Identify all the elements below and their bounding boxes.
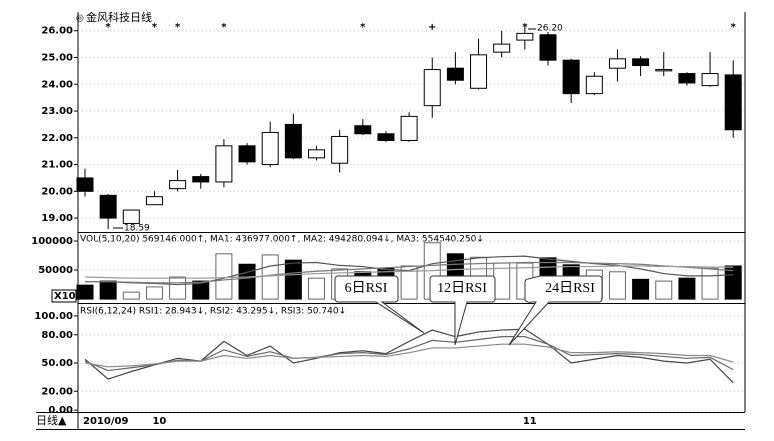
candle-body	[423, 69, 441, 107]
callout-label: 24日RSI	[545, 281, 595, 296]
y-tick-label: 50.00	[41, 358, 73, 369]
y-tick-label: 22.00	[41, 133, 73, 144]
volume-bar	[632, 278, 650, 300]
series-line	[84, 343, 734, 368]
y-tick-label: 100.00	[34, 311, 73, 322]
volume-bar	[724, 265, 742, 300]
y-tick-label: 20.00	[41, 186, 73, 197]
candle-body	[562, 59, 580, 95]
y-tick-label: 0.00	[48, 405, 73, 416]
candle-body	[76, 177, 94, 192]
panel-marker: ◎	[76, 14, 84, 24]
series-line	[84, 265, 734, 279]
top-mark: *	[360, 22, 366, 33]
volume-bar	[261, 254, 279, 300]
candle-body	[493, 43, 511, 53]
volume-bar	[192, 280, 210, 300]
y-tick-label: 19.00	[41, 213, 73, 224]
y-tick-label: 23.00	[41, 106, 73, 117]
callout-label: 12日RSI	[437, 281, 487, 296]
candle-body	[400, 115, 418, 141]
candle-body	[284, 123, 302, 159]
annotation: 18.59	[124, 224, 150, 234]
top-mark: *	[152, 22, 158, 33]
top-mark: *	[731, 22, 737, 33]
candle-body	[678, 73, 696, 84]
volume-bar	[76, 284, 94, 300]
annotation: 26.20	[537, 24, 563, 34]
y-tick-label: 100000	[31, 236, 73, 247]
frame	[36, 12, 746, 430]
candle-body	[215, 145, 233, 183]
top-mark: *	[175, 22, 181, 33]
rsi-header: RSI(6,12,24) RSI1: 28.943↓, RSI2: 43.295…	[80, 307, 346, 317]
candle-body	[632, 58, 650, 67]
volume-bar	[678, 277, 696, 300]
candle-body	[701, 73, 719, 87]
candle-body	[470, 54, 488, 89]
y-tick-label: 80.00	[41, 330, 73, 341]
candle-body	[308, 149, 325, 159]
y-tick-label: 24.00	[41, 79, 73, 90]
unit-label: X10	[54, 291, 76, 302]
volume-bar	[655, 280, 673, 300]
unit-box	[51, 289, 77, 303]
period-label: 日线▲	[36, 413, 67, 427]
candle-body	[608, 58, 626, 69]
y-tick-label: 25.00	[41, 52, 73, 63]
candle-body	[122, 209, 140, 224]
volume-header: VOL(5,10,20) 569146.000↑, MA1: 436977.00…	[80, 235, 484, 245]
chart-title: 金风科技日线	[86, 10, 152, 24]
candle-body	[655, 69, 673, 72]
top-mark: *	[221, 22, 227, 33]
volume-bar	[122, 291, 140, 300]
x-tick-label: 11	[523, 416, 537, 427]
y-tick-label: 26.00	[41, 26, 73, 37]
top-mark: +	[428, 22, 436, 33]
candle-body	[238, 145, 256, 163]
x-tick-label: 2010/09	[83, 416, 128, 427]
series-line	[84, 328, 734, 384]
callouts	[334, 275, 603, 346]
top-mark: *	[106, 22, 112, 33]
candle-body	[377, 133, 395, 141]
candle-body	[145, 196, 163, 206]
series-line	[85, 261, 734, 284]
volume-bar	[701, 267, 719, 300]
x-tick-label: 10	[152, 416, 166, 427]
y-tick-label: 50000	[38, 265, 73, 276]
candle-body	[516, 32, 534, 41]
callout-label: 6日RSI	[345, 281, 388, 296]
volume-bar	[308, 277, 325, 300]
volume-bar	[169, 276, 187, 300]
candle-body	[261, 131, 279, 166]
candle-body	[169, 180, 187, 190]
candle-body	[539, 34, 557, 61]
volume-bar	[99, 280, 117, 300]
candle-body	[585, 75, 603, 95]
candle-body	[331, 135, 349, 164]
volume-bar	[238, 263, 256, 300]
candle-body	[192, 176, 210, 183]
volume-bar	[284, 259, 302, 300]
volume-bar	[145, 286, 163, 300]
volume-bar	[608, 271, 626, 300]
candle-body	[724, 74, 742, 131]
candle-body	[446, 67, 464, 81]
candle-body	[99, 194, 117, 219]
y-tick-label: 21.00	[41, 160, 73, 171]
candle-body	[354, 125, 372, 135]
y-tick-label: 20.00	[41, 386, 73, 397]
